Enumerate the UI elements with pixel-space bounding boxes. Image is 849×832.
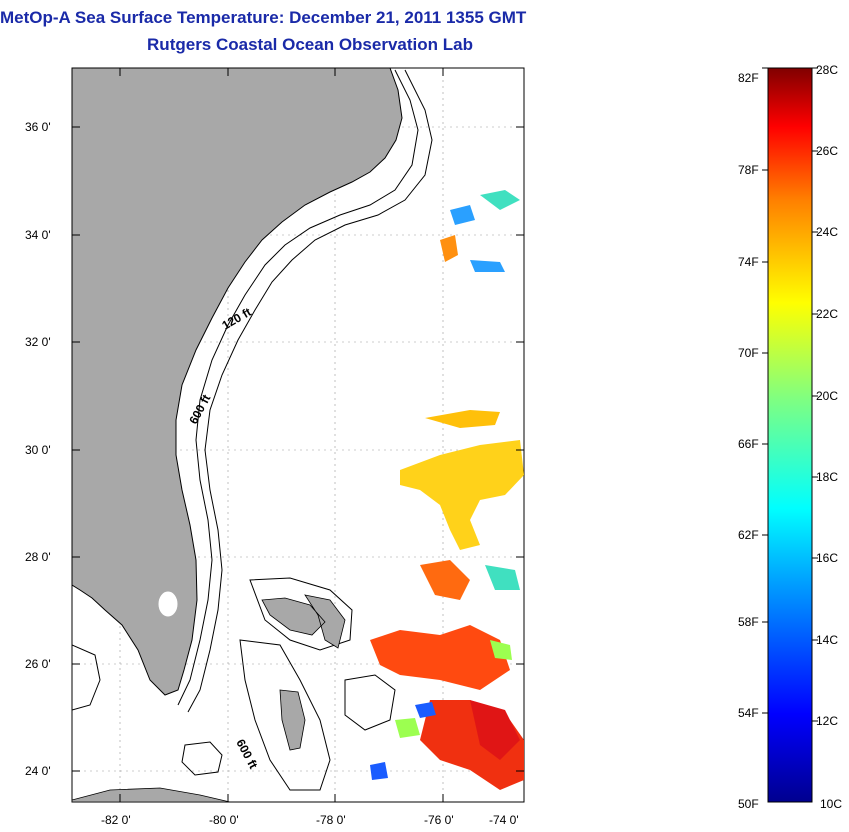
colorbar-c-24: 24C <box>816 225 838 239</box>
cuba-coast <box>72 787 231 802</box>
longitude-labels: -82 0' -80 0' -78 0' -76 0' -74 0' <box>101 813 519 827</box>
colorbar-f-82: 82F <box>738 71 759 85</box>
colorbar-f-58: 58F <box>738 615 759 629</box>
lon-label-76: -76 0' <box>424 813 454 827</box>
colorbar-f-70: 70F <box>738 346 759 360</box>
lon-label-78: -78 0' <box>316 813 346 827</box>
lat-label-26: 26 0' <box>25 657 51 671</box>
colorbar-f-50: 50F <box>738 797 759 811</box>
colorbar-c-12: 12C <box>816 714 838 728</box>
colorbar-c-18: 18C <box>816 470 838 484</box>
colorbar-c-20: 20C <box>816 389 838 403</box>
colorbar-c-14: 14C <box>816 633 838 647</box>
lat-label-34: 34 0' <box>25 228 51 242</box>
lat-label-28: 28 0' <box>25 550 51 564</box>
lon-label-74: -74 0' <box>489 813 519 827</box>
bahamas-islands <box>261 594 346 751</box>
colorbar-c-28: 28C <box>816 63 838 77</box>
lake-okeechobee <box>158 591 178 617</box>
map-title: MetOp-A Sea Surface Temperature: Decembe… <box>0 8 527 27</box>
colorbar-gradient <box>767 67 813 803</box>
colorbar-f-74: 74F <box>738 255 759 269</box>
lon-label-82: -82 0' <box>101 813 131 827</box>
map-panel: 120 ft 600 ft 600 ft <box>71 67 525 803</box>
map-subtitle: Rutgers Coastal Ocean Observation Lab <box>147 35 473 54</box>
colorbar-f-62: 62F <box>738 528 759 542</box>
colorbar-f-54: 54F <box>738 706 759 720</box>
lat-label-30: 30 0' <box>25 443 51 457</box>
lat-label-36: 36 0' <box>25 120 51 134</box>
lon-label-80: -80 0' <box>209 813 239 827</box>
us-landmass <box>72 68 403 696</box>
colorbar-c-22: 22C <box>816 307 838 321</box>
colorbar-c-16: 16C <box>816 551 838 565</box>
lat-label-24: 24 0' <box>25 764 51 778</box>
colorbar: 82F 78F 74F 70F 66F 62F 58F 54F 50F 28C … <box>738 63 842 811</box>
colorbar-c-26: 26C <box>816 144 838 158</box>
axis-ticks <box>72 68 524 802</box>
colorbar-f-78: 78F <box>738 163 759 177</box>
colorbar-c-10: 10C <box>820 797 842 811</box>
latitude-labels: 36 0' 34 0' 32 0' 30 0' 28 0' 26 0' 24 0… <box>25 120 51 778</box>
lat-label-32: 32 0' <box>25 335 51 349</box>
bathymetry-contours <box>72 69 433 791</box>
sst-data-patches <box>370 190 524 790</box>
colorbar-f-66: 66F <box>738 437 759 451</box>
